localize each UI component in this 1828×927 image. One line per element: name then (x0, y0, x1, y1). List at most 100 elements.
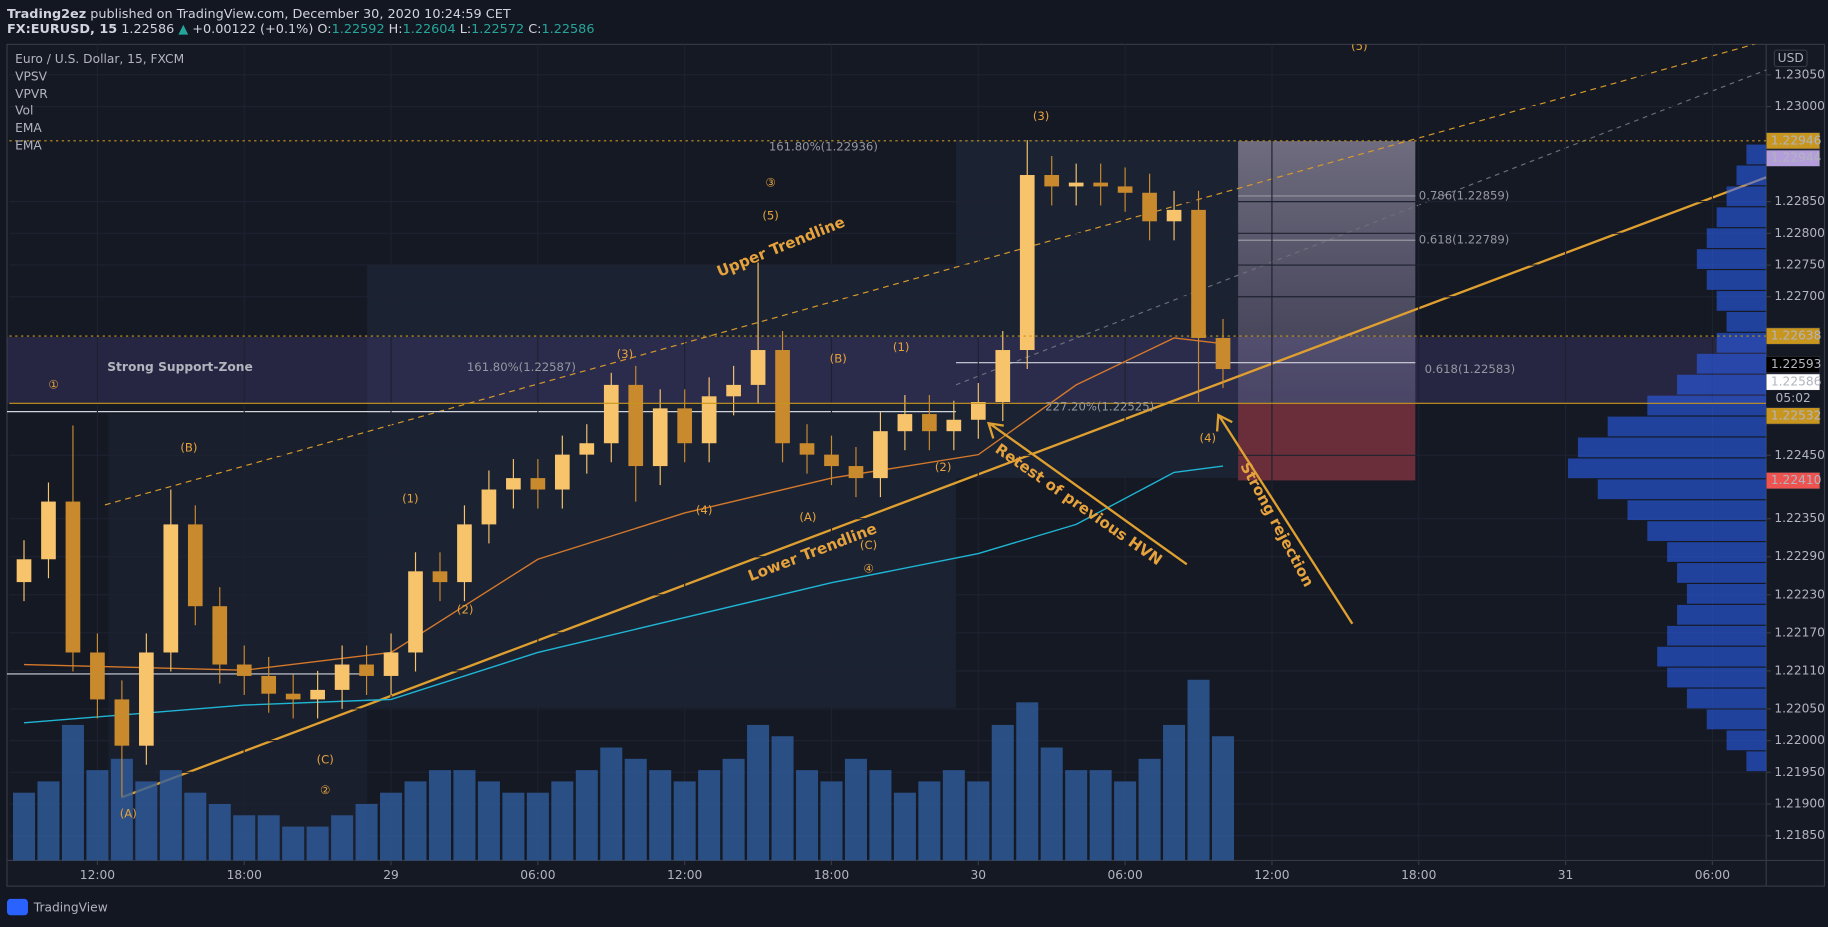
volume-bar (942, 770, 965, 861)
volume-bar (477, 781, 500, 861)
vpvr-row (1686, 583, 1767, 604)
candle-body (799, 443, 815, 455)
candle-body (677, 408, 693, 444)
volume-bar (796, 770, 819, 861)
candle-body (1019, 175, 1035, 351)
candle-body (187, 524, 203, 607)
vpvr-row (1568, 458, 1767, 479)
volume-bar (12, 792, 36, 861)
candle-body (334, 664, 350, 690)
candle-body (481, 489, 497, 525)
candle-body (824, 454, 839, 467)
volume-bar (428, 770, 451, 861)
candle-body (261, 675, 277, 694)
volume-bar (1016, 702, 1039, 861)
volume-bar (575, 770, 598, 861)
candle-body (1093, 182, 1108, 187)
currency-box[interactable] (1773, 49, 1808, 68)
x-tick-label: 12:00 (1254, 868, 1289, 882)
candle-body (41, 501, 56, 560)
candle-body (506, 478, 521, 490)
candle-body (848, 466, 864, 479)
x-tick-label: 06:00 (1107, 868, 1142, 882)
wave-label: (2) (935, 460, 952, 474)
countdown-box (1766, 390, 1820, 407)
symbol-line: FX:EURUSD, 15 1.22586 ▲ +0.00122 (+0.1%)… (7, 22, 594, 37)
legend-item: Vol (15, 103, 33, 117)
candle-body (236, 664, 252, 676)
volume-bar (1163, 724, 1186, 861)
price-tag (1765, 132, 1821, 150)
x-tick-label: 30 (971, 868, 987, 882)
legend-item: VPVR (15, 87, 48, 101)
currency[interactable]: USD (1778, 51, 1804, 65)
y-tick-label: 1.22850 (1774, 194, 1825, 208)
volume-bar (722, 758, 745, 861)
vpvr-row (1577, 437, 1767, 458)
vpvr-row (1686, 688, 1767, 709)
candle-body (1117, 186, 1133, 193)
candle-body (90, 652, 105, 700)
vpvr-row (1667, 542, 1767, 562)
vpvr-row (1627, 500, 1767, 521)
wave-label: (C) (317, 753, 334, 767)
wave-label: (2) (457, 602, 474, 616)
countdown: 05:02 (1776, 391, 1811, 405)
candle-body (65, 501, 81, 653)
session-profile-area (367, 264, 956, 708)
upper-trendline (104, 44, 1756, 506)
y-tick-label: 1.21950 (1774, 765, 1825, 779)
vpvr-row (1736, 165, 1767, 186)
volume-bar (1065, 770, 1088, 861)
y-tick-label: 1.22110 (1774, 663, 1825, 677)
candle-body (726, 384, 741, 397)
volume-bar (820, 781, 843, 861)
volume-bar (869, 770, 892, 861)
candle-body (1068, 182, 1084, 187)
volume-bar (893, 792, 916, 861)
candle-body (310, 689, 325, 700)
volume-bar (184, 792, 207, 861)
candle-body (652, 408, 668, 467)
candle-body (408, 571, 423, 653)
price-tag (1765, 149, 1821, 167)
candle-body (750, 350, 766, 385)
volume-bar (1138, 758, 1161, 861)
volume-bar (771, 736, 794, 861)
volume-bar (404, 781, 427, 861)
vpvr-row (1607, 416, 1767, 437)
legend-item: VPSV (15, 70, 48, 84)
candle-body (579, 443, 595, 455)
volume-bar (991, 724, 1014, 861)
arrow (1218, 415, 1354, 625)
price-tag (1765, 407, 1821, 425)
candle-body (163, 524, 179, 653)
volume-bar (967, 781, 990, 861)
volume-bar (600, 747, 623, 861)
candle-body (897, 414, 913, 432)
x-tick-label: 29 (383, 868, 399, 882)
candle-body (628, 384, 644, 467)
wave-label: (3) (1033, 109, 1050, 123)
x-tick-label: 12:00 (667, 868, 702, 882)
wave-label: (4) (1200, 431, 1217, 445)
vpvr-row (1677, 374, 1767, 395)
wave-label: ① (48, 377, 58, 391)
volume-bar (698, 770, 721, 861)
vpvr-row (1667, 625, 1767, 646)
y-tick-label: 1.21900 (1774, 797, 1825, 811)
x-tick-label: 18:00 (227, 868, 262, 882)
volume-bar (306, 826, 329, 861)
volume-bar (1040, 747, 1063, 861)
x-tick-label: 06:00 (520, 868, 555, 882)
fib-label: 0.786(1.22859) (1419, 188, 1510, 202)
wave-label: (C) (860, 538, 877, 552)
y-tick-label: 1.22450 (1774, 448, 1825, 462)
price-tag-label: 1.22586 (1771, 375, 1822, 389)
volume-bar (208, 803, 231, 861)
candle-body (114, 699, 130, 746)
volume-bar (37, 781, 60, 861)
candle-body (16, 559, 32, 583)
ema-line (23, 337, 1224, 671)
